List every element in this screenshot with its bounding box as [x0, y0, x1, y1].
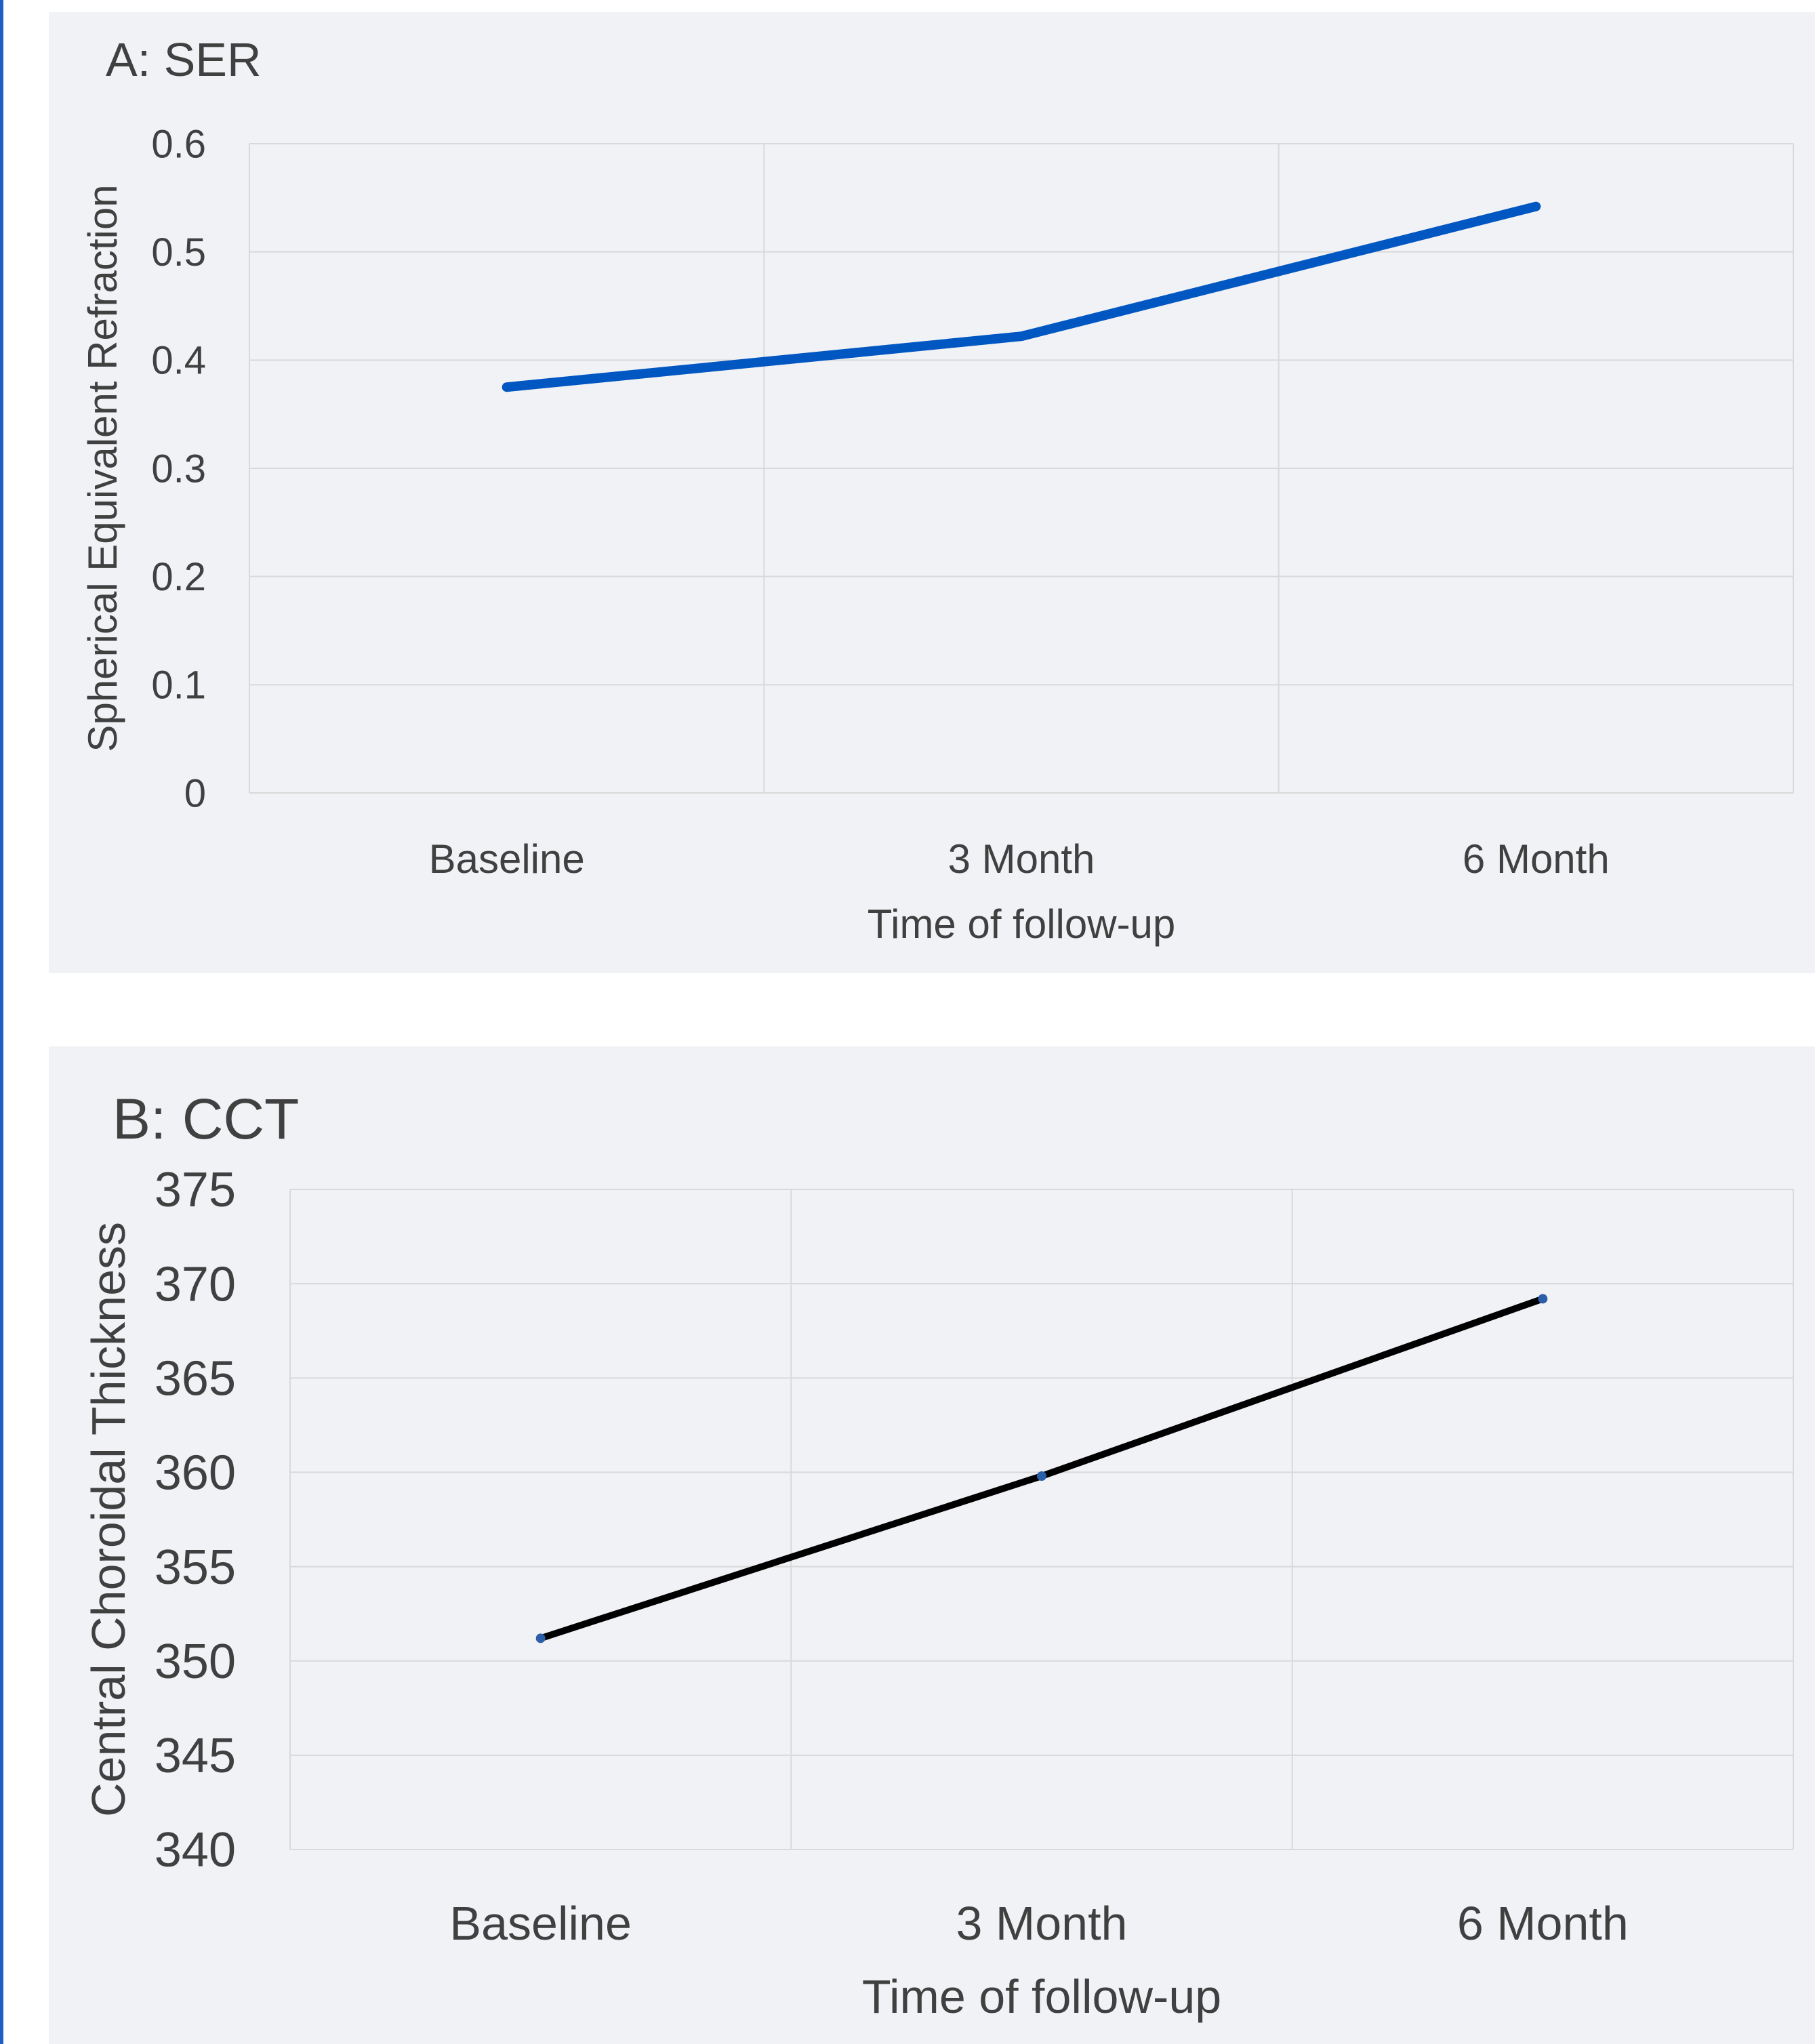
y-tick-label: 345	[155, 1729, 236, 1783]
x-tick-label: 3 Month	[956, 1897, 1128, 1950]
x-tick-label: Baseline	[429, 836, 585, 882]
y-tick-label: 0.4	[151, 339, 206, 383]
x-tick-label: Baseline	[449, 1897, 632, 1950]
y-axis-title: Spherical Equivalent Refraction	[80, 184, 125, 752]
x-tick-label: 6 Month	[1457, 1897, 1629, 1950]
y-tick-label: 0	[184, 771, 206, 815]
ser-chart-svg: 0 0.1 0.2 0.3 0.4 0.5 0.6 Baseline 3 Month 6 Mont…	[80, 33, 1794, 947]
cct-chart-svg: 340 345 350 355 360 365 370 375 Baseline 3 Month 6…	[82, 1087, 1794, 2023]
series-line	[502, 201, 1541, 392]
data-point	[1538, 1294, 1548, 1304]
chart-title: B: CCT	[113, 1087, 299, 1151]
y-tick-label: 0.5	[151, 230, 206, 274]
y-tick-label: 340	[155, 1823, 236, 1877]
chart-title: A: SER	[106, 33, 262, 86]
x-axis-title: Time of follow-up	[868, 901, 1176, 947]
y-tick-label: 0.1	[151, 663, 206, 708]
y-tick-label: 0.6	[151, 122, 206, 166]
data-point	[1037, 1471, 1046, 1481]
y-tick-label: 370	[155, 1257, 236, 1311]
x-axis-title: Time of follow-up	[862, 1970, 1221, 2023]
y-tick-label: 355	[155, 1540, 236, 1595]
y-tick-label: 350	[155, 1635, 236, 1689]
series-line	[537, 1295, 1547, 1642]
left-border-rule	[0, 0, 3, 2044]
y-tick-label: 0.3	[151, 447, 206, 491]
y-tick-label: 360	[155, 1446, 236, 1500]
y-tick-label: 365	[155, 1351, 236, 1406]
x-tick-label: 6 Month	[1463, 836, 1610, 882]
y-tick-label: 0.2	[151, 555, 206, 599]
chart-panel-cct: 340 345 350 355 360 365 370 375 Baseline 3 Month 6…	[49, 1046, 1815, 2044]
y-tick-label: 375	[155, 1163, 236, 1217]
data-point	[535, 1633, 546, 1643]
x-tick-label: 3 Month	[948, 836, 1095, 882]
chart-panel-ser: 0 0.1 0.2 0.3 0.4 0.5 0.6 Baseline 3 Month 6 Mont…	[49, 12, 1815, 973]
y-axis-title: Central Choroidal Thickness	[82, 1222, 135, 1817]
